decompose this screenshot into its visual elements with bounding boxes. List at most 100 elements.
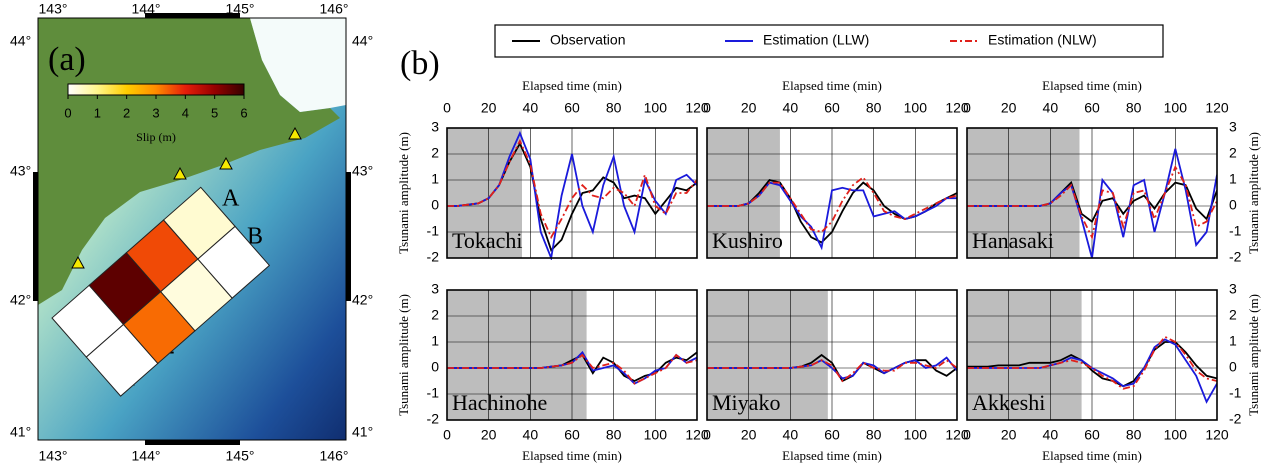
x-tick-label: 20	[741, 427, 757, 443]
y-tick-label: -1	[427, 223, 440, 239]
y-tick-label: 0	[431, 197, 439, 213]
y-axis-label: Tsunami amplitude (m)	[396, 132, 411, 254]
lat-label: 41°	[352, 424, 373, 440]
x-tick-label: 100	[644, 427, 668, 443]
lat-label: 42°	[352, 292, 373, 308]
lon-label: 146°	[320, 448, 349, 464]
x-tick-label: 60	[564, 100, 580, 116]
y-tick-label: 1	[1229, 333, 1237, 349]
y-tick-label: 2	[1229, 145, 1237, 161]
x-tick-label: 60	[1084, 427, 1100, 443]
frame-bar	[145, 440, 240, 445]
x-tick-label: 20	[481, 427, 497, 443]
panel-label: (a)	[48, 41, 86, 78]
colorbar-tick-label: 1	[94, 105, 101, 120]
y-axis-label: Tsunami amplitude (m)	[1246, 294, 1261, 416]
frame-bar	[346, 172, 351, 301]
lon-label: 145°	[226, 1, 255, 17]
lon-label: 143°	[39, 448, 68, 464]
x-tick-label: 40	[783, 427, 799, 443]
y-tick-label: -2	[1229, 411, 1242, 427]
y-tick-label: 0	[1229, 359, 1237, 375]
x-tick-label: 80	[606, 427, 622, 443]
y-tick-label: 2	[431, 307, 439, 323]
x-tick-label: 80	[1126, 427, 1142, 443]
lon-label: 144°	[132, 448, 161, 464]
colorbar-tick-label: 4	[182, 105, 189, 120]
colorbar-label: Slip (m)	[136, 130, 176, 144]
x-tick-label: 60	[824, 100, 840, 116]
station-label: Miyako	[712, 390, 780, 415]
y-tick-label: -2	[427, 249, 440, 265]
x-tick-label: 0	[443, 100, 451, 116]
lon-label: 146°	[320, 1, 349, 17]
y-tick-label: 3	[1229, 281, 1237, 297]
x-tick-label: 60	[1084, 100, 1100, 116]
x-tick-label: 100	[904, 100, 928, 116]
chart: 020406080100120ObservationEstimation (LL…	[703, 290, 969, 463]
x-tick-label: 0	[703, 427, 711, 443]
x-tick-label: 100	[904, 427, 928, 443]
lon-label: 145°	[226, 448, 255, 464]
legend-label: Observation	[550, 32, 625, 48]
x-tick-label: 100	[1164, 427, 1188, 443]
x-tick-label: 80	[1126, 100, 1142, 116]
x-axis-label: Elapsed time (min)	[1042, 448, 1142, 463]
y-axis-label: Tsunami amplitude (m)	[396, 294, 411, 416]
colorbar-tick-label: 5	[211, 105, 218, 120]
x-tick-label: 0	[963, 100, 971, 116]
legend-label: Estimation (NLW)	[988, 32, 1097, 48]
x-tick-label: 120	[1205, 427, 1229, 443]
lat-label: 43°	[352, 163, 373, 179]
y-tick-label: 0	[431, 359, 439, 375]
panel-label: (b)	[400, 45, 440, 82]
x-tick-label: 20	[741, 100, 757, 116]
colorbar	[68, 84, 244, 95]
x-tick-label: 20	[1001, 100, 1017, 116]
page: (a) 143° 144° 145° 146° 143° 144° 145° 1…	[0, 0, 1266, 473]
x-tick-label: 60	[824, 427, 840, 443]
y-tick-label: -1	[1229, 223, 1242, 239]
colorbar-tick-label: 3	[152, 105, 159, 120]
x-tick-label: 100	[644, 100, 668, 116]
y-tick-label: 3	[431, 119, 439, 135]
y-tick-label: 3	[1229, 119, 1237, 135]
x-tick-label: 80	[606, 100, 622, 116]
x-tick-label: 40	[523, 100, 539, 116]
legend-label: Estimation (LLW)	[763, 32, 869, 48]
x-tick-label: 120	[1205, 100, 1229, 116]
colorbar-tick-label: 2	[123, 105, 130, 120]
y-tick-label: -1	[1229, 385, 1242, 401]
lat-label: 43°	[10, 163, 31, 179]
station-label: Hachinohe	[452, 390, 547, 415]
x-tick-label: 60	[564, 427, 580, 443]
figure: (a) 143° 144° 145° 146° 143° 144° 145° 1…	[0, 0, 1266, 473]
colorbar-tick-label: 0	[64, 105, 71, 120]
y-axis-label: Tsunami amplitude (m)	[1246, 132, 1261, 254]
y-tick-label: -2	[1229, 249, 1242, 265]
station-label: Tokachi	[452, 228, 523, 253]
y-tick-label: 0	[1229, 197, 1237, 213]
x-tick-label: 0	[963, 427, 971, 443]
colorbar-tick-label: 6	[240, 105, 247, 120]
x-axis-label: Elapsed time (min)	[782, 78, 882, 93]
x-tick-label: 20	[1001, 427, 1017, 443]
y-tick-label: 1	[431, 171, 439, 187]
x-tick-label: 20	[481, 100, 497, 116]
x-tick-label: 0	[703, 100, 711, 116]
x-tick-label: 80	[866, 100, 882, 116]
x-tick-label: 40	[783, 100, 799, 116]
x-axis-label: Elapsed time (min)	[522, 448, 622, 463]
lat-label: 42°	[10, 292, 31, 308]
y-tick-label: -1	[427, 385, 440, 401]
station-label: Akkeshi	[972, 390, 1045, 415]
lat-label: 41°	[10, 424, 31, 440]
chart: 020406080100120-2-10123ObservationEstima…	[963, 281, 1261, 463]
row-label: A	[222, 186, 240, 212]
y-tick-label: 2	[1229, 307, 1237, 323]
station-label: Hanasaki	[972, 228, 1054, 253]
frame-bar	[33, 172, 38, 301]
